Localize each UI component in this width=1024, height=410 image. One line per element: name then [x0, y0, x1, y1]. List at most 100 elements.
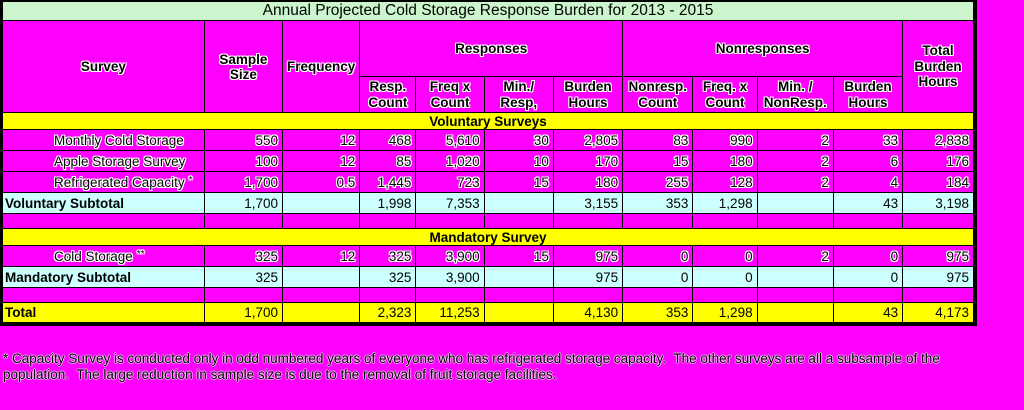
value-cell: 0	[622, 245, 694, 267]
data-row: Cold Storage ** 325 12 325 3,900 15 975 0 0 2 0 975	[1, 245, 976, 267]
value-cell: 7,353	[415, 192, 485, 214]
value-cell: 100	[203, 150, 283, 172]
section-header: Mandatory Survey	[1, 228, 976, 246]
col-header-survey: Survey	[1, 20, 205, 113]
data-row: Monthly Cold Storage 550 12 468 5,610 30 2,805…	[1, 129, 976, 151]
blank-cell	[1, 287, 205, 303]
blank-cell	[902, 287, 976, 303]
blank-cell	[415, 213, 485, 229]
value-cell: 550	[203, 129, 283, 151]
col-group-nonresponses: Nonresponses	[622, 20, 904, 77]
row-label: Monthly Cold Storage	[1, 129, 205, 151]
row-label: Apple Storage Survey	[1, 150, 205, 172]
value-cell	[281, 302, 361, 324]
section-row: Mandatory Survey	[1, 228, 976, 246]
value-cell: 1,445	[359, 171, 417, 193]
value-cell: 6	[832, 150, 904, 172]
blank-cell	[622, 213, 694, 229]
value-cell: 15	[622, 150, 694, 172]
value-cell: 3,900	[415, 245, 485, 267]
value-cell: 468	[359, 129, 417, 151]
blank-cell	[281, 213, 361, 229]
value-cell: 1,298	[692, 302, 758, 324]
value-cell: 15	[483, 171, 554, 193]
value-cell: 15	[483, 245, 554, 267]
blank-cell	[359, 213, 417, 229]
value-cell	[281, 266, 361, 288]
row-label-text: Total	[5, 304, 37, 320]
section-header: Voluntary Surveys	[1, 112, 976, 130]
value-cell: 2	[756, 129, 834, 151]
value-cell: 4,173	[902, 302, 976, 324]
row-label-text: Cold Storage	[54, 248, 133, 264]
value-cell	[756, 266, 834, 288]
value-cell: 5,610	[415, 129, 485, 151]
blank-cell	[359, 287, 417, 303]
col-header-resp-count: Resp. Count	[359, 76, 417, 113]
col-header-sample-size: Sample Size	[203, 20, 283, 113]
blank-cell	[552, 213, 624, 229]
value-cell: 2	[756, 150, 834, 172]
footnote-marker: *	[188, 174, 193, 186]
value-cell: 1,700	[203, 171, 283, 193]
blank-cell	[552, 287, 624, 303]
footnote-marker: **	[136, 248, 145, 260]
blank-cell	[203, 287, 283, 303]
footnote-line-2: population. The large reduction in sampl…	[3, 366, 557, 382]
value-cell: 723	[415, 171, 485, 193]
value-cell: 184	[902, 171, 976, 193]
value-cell: 170	[552, 150, 624, 172]
row-label: Total	[1, 302, 205, 324]
value-cell	[483, 302, 554, 324]
value-cell	[483, 266, 554, 288]
col-header-total-burden-hours: Total Burden Hours	[902, 20, 976, 113]
value-cell: 325	[203, 266, 283, 288]
blank-row	[1, 287, 976, 303]
value-cell: 0	[832, 266, 904, 288]
blank-cell	[622, 287, 694, 303]
col-header-freq-x-count: Freq x Count	[415, 76, 485, 113]
row-label-text: Refrigerated Capacity	[54, 174, 185, 190]
value-cell: 43	[832, 302, 904, 324]
value-cell: 0	[832, 245, 904, 267]
footnote: * Capacity Survey is conducted only in o…	[3, 351, 1024, 383]
value-cell	[756, 192, 834, 214]
footnote-line-1: * Capacity Survey is conducted only in o…	[3, 350, 940, 366]
col-header-min-per-resp: Min./ Resp,	[483, 76, 554, 113]
col-header-nonresp-burden-hours: Burden Hours	[832, 76, 904, 113]
blank-cell	[483, 213, 554, 229]
data-row: Refrigerated Capacity * 1,700 0.5 1,445 723 15…	[1, 171, 976, 193]
subtotal-row: Voluntary Subtotal 1,700 1,998 7,353 3,155 35…	[1, 192, 976, 214]
data-row: Apple Storage Survey 100 12 85 1,020 10 170 15 1…	[1, 150, 976, 172]
blank-row	[1, 213, 976, 229]
group-header-row: Survey Sample Size Frequency Responses N…	[1, 20, 976, 113]
value-cell: 2,805	[552, 129, 624, 151]
value-cell: 3,155	[552, 192, 624, 214]
blank-cell	[415, 287, 485, 303]
value-cell: 325	[359, 245, 417, 267]
value-cell: 10	[483, 150, 554, 172]
value-cell: 1,700	[203, 192, 283, 214]
table-body: Voluntary Surveys Monthly Cold Storage 550…	[1, 112, 976, 324]
value-cell: 1,998	[359, 192, 417, 214]
value-cell: 180	[692, 150, 758, 172]
value-cell	[281, 192, 361, 214]
value-cell: 353	[622, 192, 694, 214]
col-header-nonresp-freq-x-count: Freq. x Count	[692, 76, 758, 113]
value-cell: 0	[622, 266, 694, 288]
value-cell: 975	[902, 266, 976, 288]
subtotal-row: Mandatory Subtotal 325 325 3,900 975 0 0 0 975	[1, 266, 976, 288]
blank-cell	[832, 287, 904, 303]
value-cell: 2	[756, 245, 834, 267]
value-cell: 176	[902, 150, 976, 172]
col-header-min-per-nonresp: Min. / NonResp.	[756, 76, 834, 113]
total-row: Total 1,700 2,323 11,253 4,130 353 1,298 43 4,17…	[1, 302, 976, 324]
value-cell: 43	[832, 192, 904, 214]
sub-header-row: Resp. Count Freq x Count Min./ Resp, Bur…	[2, 76, 976, 113]
value-cell: 12	[281, 129, 361, 151]
blank-cell	[756, 213, 834, 229]
value-cell	[756, 302, 834, 324]
table-title: Annual Projected Cold Storage Response B…	[1, 0, 976, 21]
blank-cell	[1, 213, 205, 229]
